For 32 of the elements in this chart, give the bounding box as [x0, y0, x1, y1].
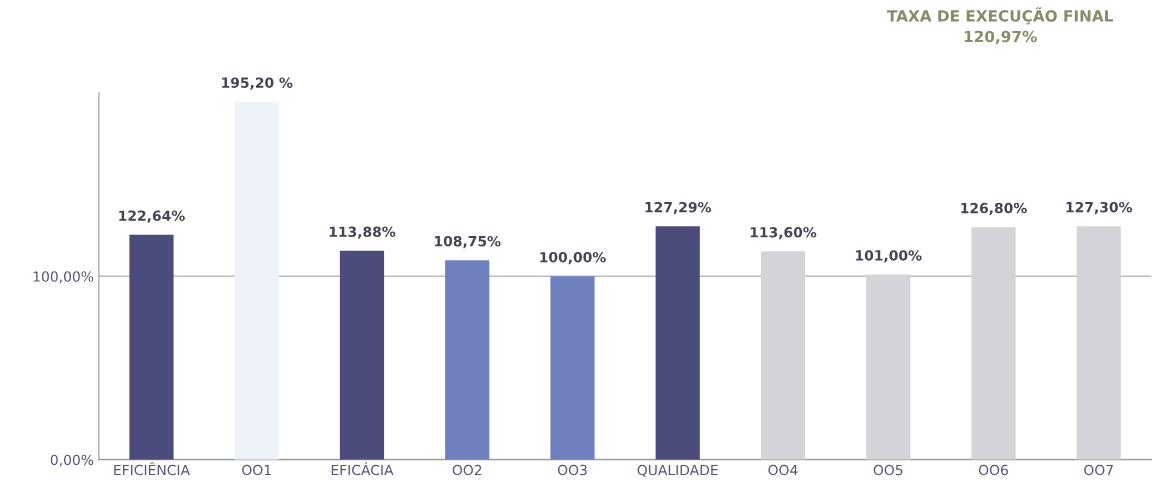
data-label: 101,00% [856, 250, 922, 263]
chart-title: TAXA DE EXECUÇÃO FINAL 120,97% [887, 7, 1114, 45]
x-tick-label: OO3 [557, 464, 587, 476]
data-label: 126,80% [961, 202, 1027, 216]
bar [760, 251, 806, 460]
bar [866, 274, 911, 460]
bar [655, 226, 700, 460]
y-tick-label: 0,00% [50, 454, 94, 467]
data-label: 122,64% [119, 210, 185, 223]
x-tick-label: OO5 [873, 464, 903, 476]
data-label: 100,00% [540, 251, 606, 265]
x-tick-label: OO6 [978, 464, 1008, 476]
data-label: 127,29% [645, 201, 712, 215]
x-tick-label: OO2 [452, 464, 482, 476]
x-tick-label: OO7 [1084, 464, 1113, 476]
bar [339, 250, 385, 460]
x-tick-label: OO1 [242, 464, 271, 476]
x-tick-label: OO4 [768, 464, 798, 476]
bar [1076, 226, 1121, 460]
data-label: 108,75% [435, 235, 501, 249]
data-label: 113,60% [750, 227, 817, 240]
data-label: 127,30% [1066, 201, 1133, 215]
bar [971, 227, 1016, 460]
data-label: 195,20 % [222, 77, 293, 90]
bar [234, 101, 279, 460]
data-label: 113,88% [329, 226, 396, 239]
x-tick-label: QUALIDADE [637, 464, 718, 477]
bar [445, 260, 490, 460]
bar [550, 276, 595, 460]
x-tick-label: EFICIÊNCIA [114, 462, 190, 476]
x-tick-label: EFICÁCIA [331, 462, 394, 476]
bar [129, 234, 174, 460]
